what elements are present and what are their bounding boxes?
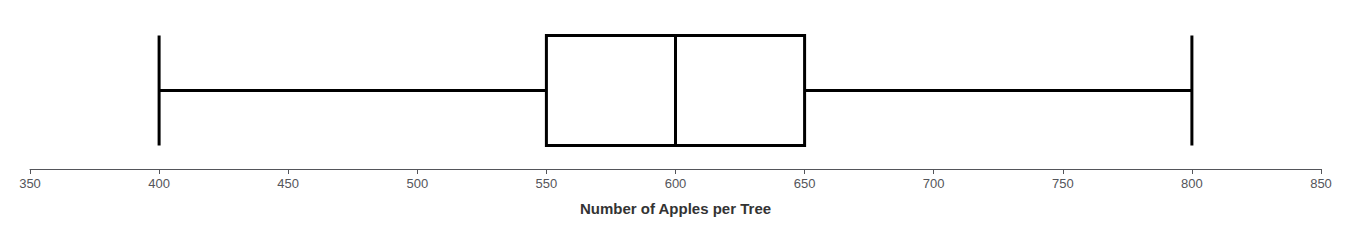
- svg-text:550: 550: [536, 176, 558, 191]
- svg-text:Number of Apples per Tree: Number of Apples per Tree: [580, 200, 771, 217]
- svg-text:450: 450: [277, 176, 299, 191]
- svg-text:850: 850: [1310, 176, 1332, 191]
- svg-text:750: 750: [1052, 176, 1074, 191]
- svg-text:350: 350: [19, 176, 41, 191]
- svg-text:500: 500: [406, 176, 428, 191]
- svg-text:700: 700: [923, 176, 945, 191]
- svg-text:600: 600: [665, 176, 687, 191]
- svg-text:800: 800: [1181, 176, 1203, 191]
- svg-text:400: 400: [148, 176, 170, 191]
- svg-text:650: 650: [794, 176, 816, 191]
